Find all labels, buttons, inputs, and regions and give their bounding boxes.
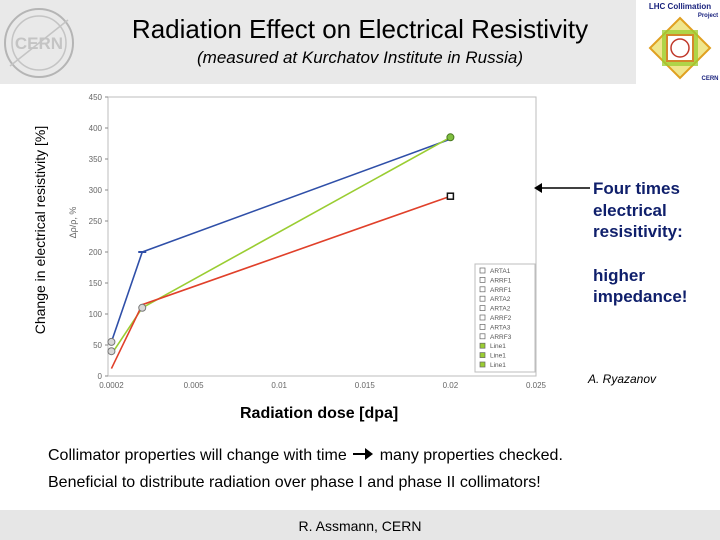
legend-label: ARRF3: [490, 334, 512, 341]
x-tick-label: 0.01: [271, 381, 287, 390]
legend-swatch: [479, 286, 486, 293]
legend-label: ARRF1: [490, 277, 512, 284]
y-tick-label: 0: [98, 372, 103, 381]
lhc-collimation-logo: LHC Collimation Project CERN: [640, 0, 720, 86]
legend-label: ARRF2: [490, 315, 512, 322]
legend-swatch: [479, 361, 486, 368]
y-tick-label: 150: [89, 279, 103, 288]
annotation: Four times electrical resisitivity: high…: [593, 178, 718, 308]
x-tick-label: 0.015: [355, 381, 376, 390]
legend-swatch: [479, 305, 486, 311]
legend-swatch: [479, 333, 486, 340]
legend-label: ARRF1: [490, 287, 512, 294]
y-tick-label: 300: [89, 186, 103, 195]
legend-label: Line1: [490, 353, 506, 360]
plot-area: [107, 96, 537, 377]
arrow-right-icon: [353, 448, 374, 460]
cern-logo: CERN: [4, 8, 74, 78]
x-tick-label: 0.02: [443, 381, 459, 390]
body-text-line1-end: many properties checked.: [379, 447, 563, 464]
legend-swatch: [479, 267, 486, 274]
legend-label: ARTA3: [490, 324, 511, 331]
outer-y-axis-label: Change in electrical resistivity [%]: [32, 125, 48, 335]
legend-swatch: [479, 352, 486, 358]
y-tick-label: 50: [93, 341, 102, 350]
body-text-line1: Collimator properties will change with t…: [48, 447, 563, 465]
x-tick-label: 0.005: [184, 381, 205, 390]
footer-band: [0, 510, 720, 540]
x-tick-label: 0.025: [526, 381, 547, 390]
header-band: [0, 0, 636, 84]
legend-label: ARTA2: [490, 296, 511, 303]
legend-label: Line1: [490, 343, 506, 350]
y-tick-label: 450: [89, 93, 103, 102]
legend-swatch: [479, 342, 486, 349]
legend-label: ARTA2: [490, 306, 511, 313]
data-point-marker: [446, 192, 455, 200]
legend-label: Line1: [490, 362, 506, 369]
outer-y-axis-label-box: Change in electrical resistivity [%]: [31, 82, 49, 378]
slide-title: Radiation Effect on Electrical Resistivi…: [131, 14, 589, 44]
lhc-logo-line1: LHC Collimation: [649, 2, 711, 11]
body-text-line2: Beneficial to distribute radiation over …: [48, 474, 541, 491]
data-point-marker: [107, 347, 116, 356]
legend-swatch: [479, 295, 486, 302]
y-tick-label: 200: [89, 248, 103, 257]
data-point-marker: [107, 337, 116, 346]
x-tick-label: 0.0002: [99, 381, 124, 390]
annotation-line2: higher impedance!: [593, 265, 688, 307]
legend-label: ARTA1: [490, 268, 511, 275]
legend-swatch: [479, 277, 486, 283]
legend-swatch: [479, 324, 486, 330]
author-credit: A. Ryazanov: [588, 372, 657, 386]
cern-logo-text: CERN: [15, 34, 63, 53]
y-tick-label: 250: [89, 217, 103, 226]
annotation-line1: Four times electrical resisitivity:: [593, 179, 683, 241]
legend-swatch: [479, 314, 486, 321]
annotation-arrow: [534, 183, 590, 193]
resistivity-chart: 0 50 100 150 200 250 300 350 400 450 0.0002 0.005 0.…: [68, 93, 547, 390]
data-point-marker: [446, 133, 455, 142]
slide-subtitle: (measured at Kurchatov Institute in Russ…: [197, 48, 523, 67]
lhc-logo-line2: Project: [698, 13, 718, 19]
data-point-marker: [138, 303, 147, 312]
inner-y-axis-label: Δρ/ρ, %: [68, 207, 78, 239]
y-tick-label: 350: [89, 155, 103, 164]
body-text-line1-start: Collimator properties will change with t…: [48, 447, 347, 464]
footer-author: R. Assmann, CERN: [298, 518, 422, 534]
y-tick-label: 400: [89, 124, 103, 133]
lhc-logo-line3: CERN: [701, 76, 718, 82]
y-tick-label: 100: [89, 310, 103, 319]
outer-x-axis-label: Radiation dose [dpa]: [240, 405, 399, 422]
